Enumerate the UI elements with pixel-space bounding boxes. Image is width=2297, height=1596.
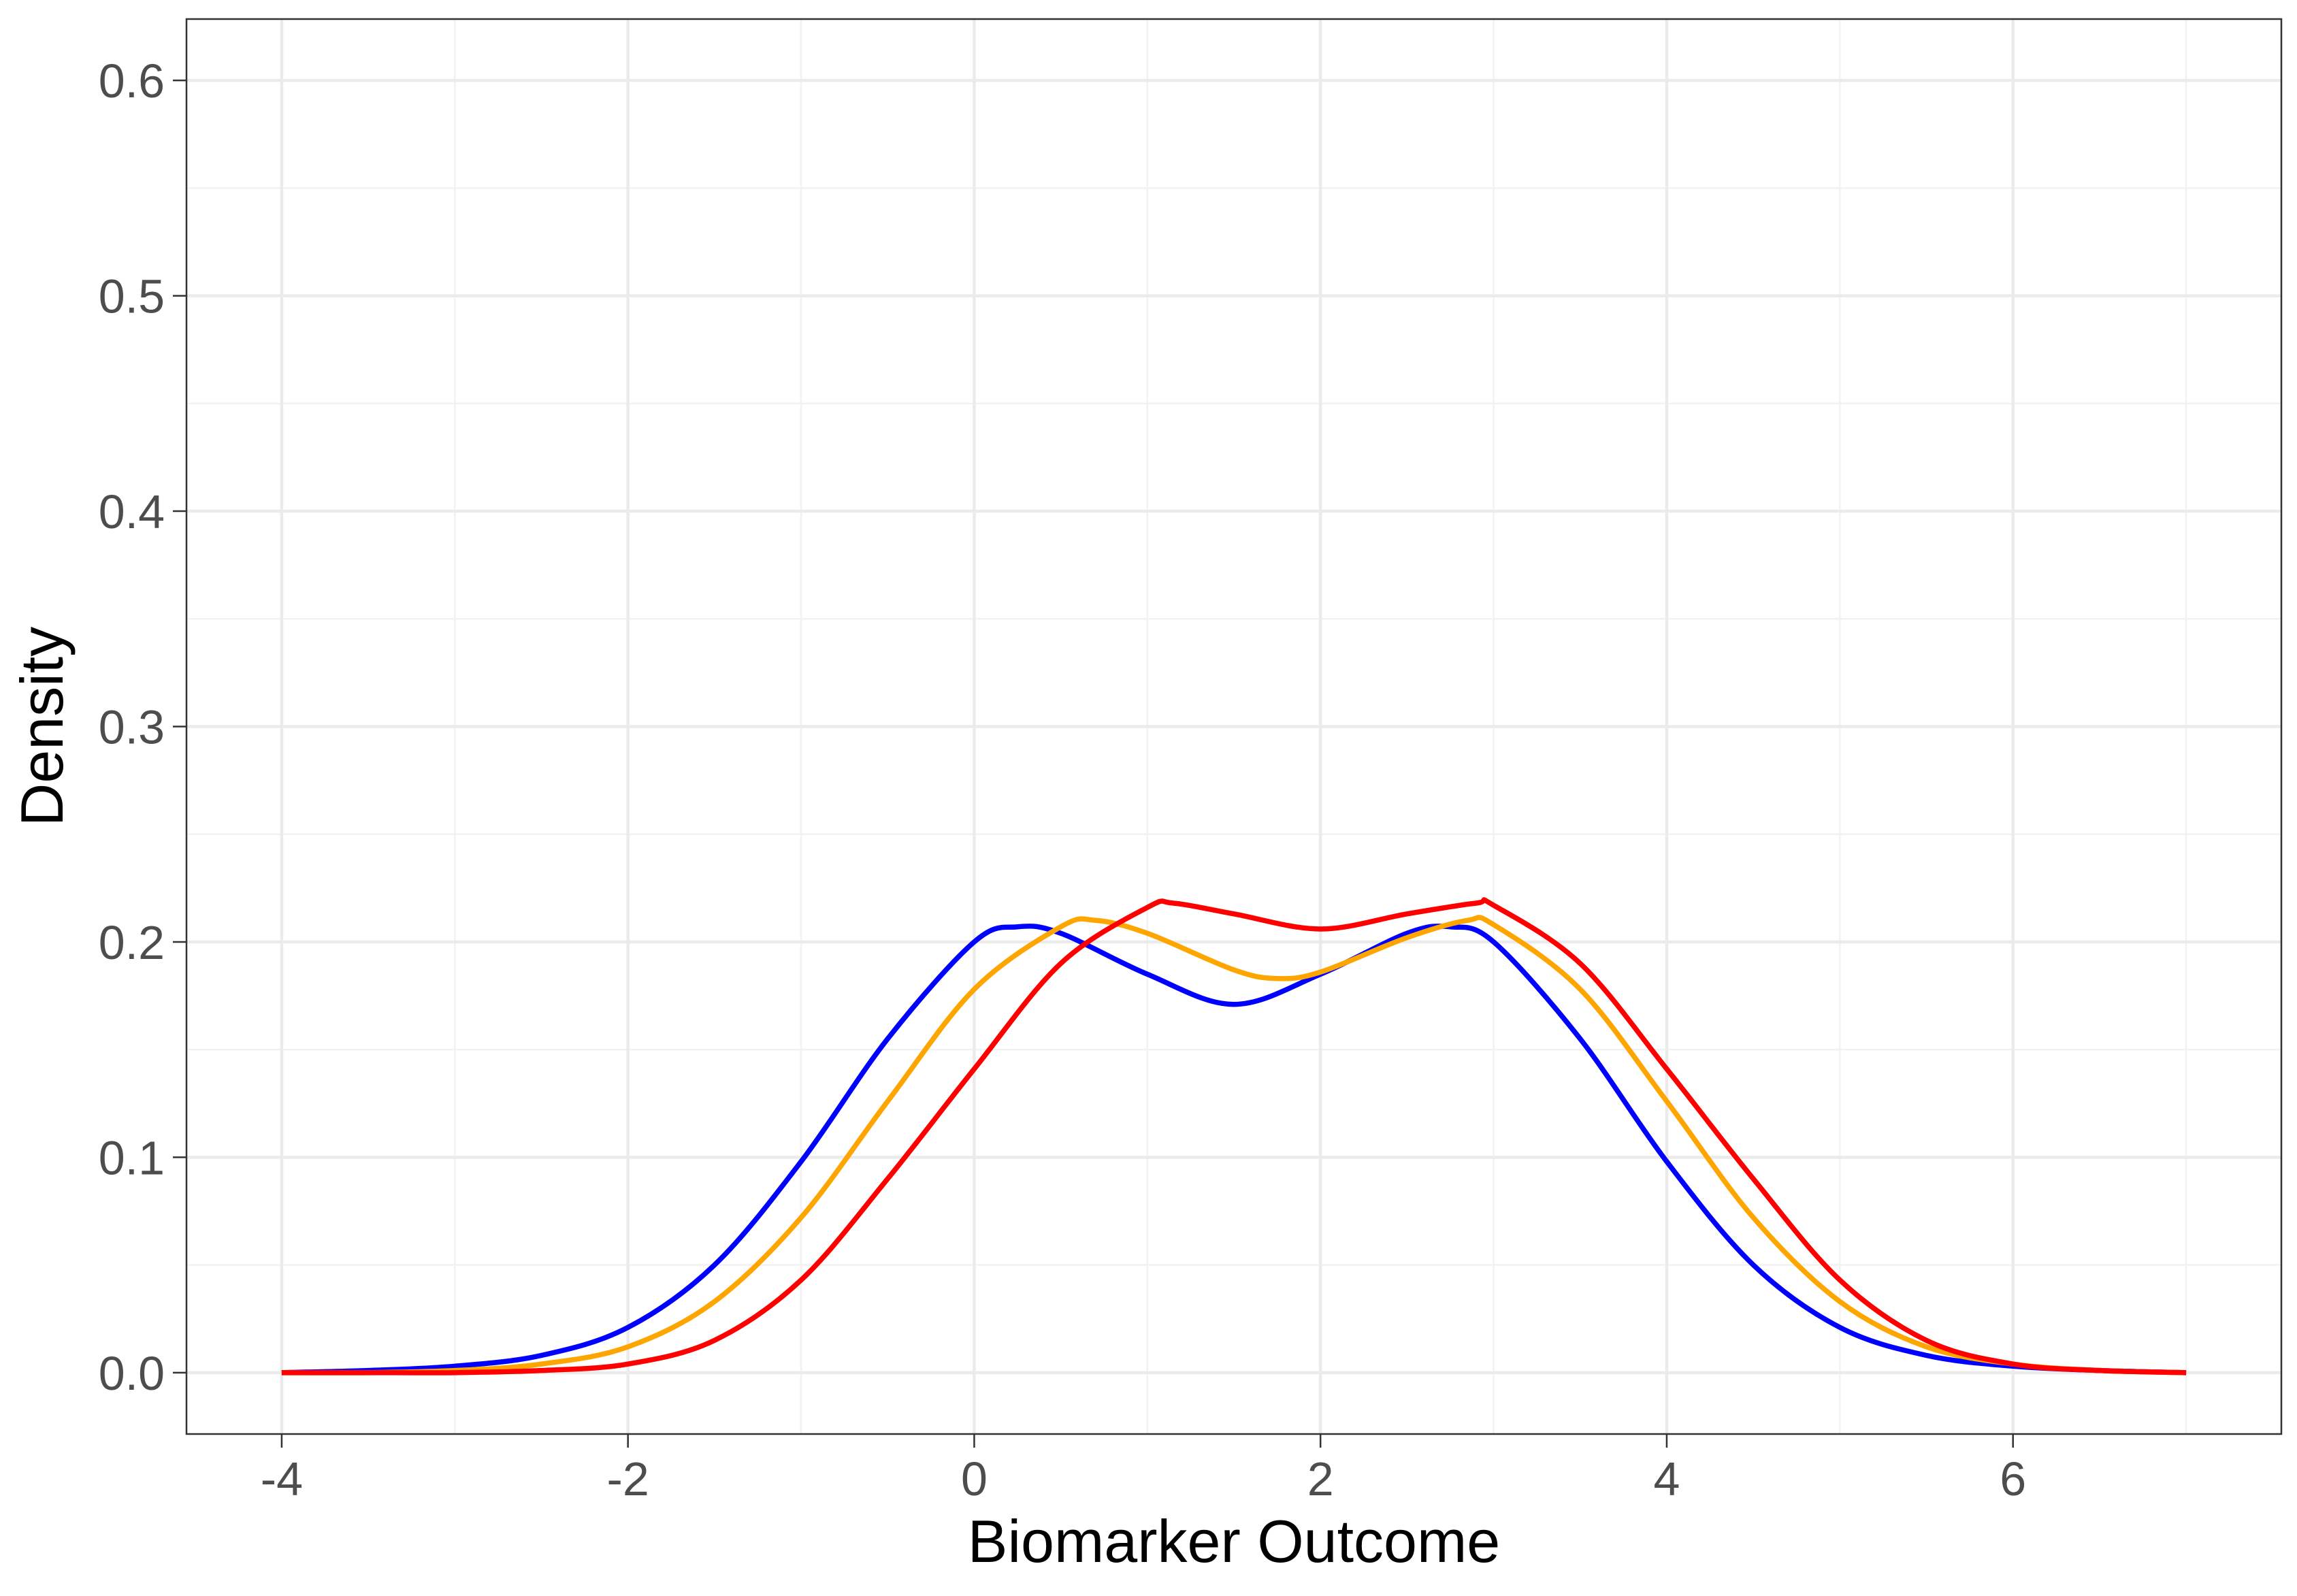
x-tick-label: -2 — [607, 1452, 649, 1505]
density-line-3 — [281, 897, 2187, 1375]
x-tick-label: 0 — [961, 1452, 988, 1505]
series-layer — [281, 897, 2187, 1375]
x-tick-label: 2 — [1307, 1452, 1334, 1505]
major-grid — [186, 19, 2281, 1434]
y-tick-label: 0.0 — [99, 1347, 165, 1400]
y-tick-label: 0.2 — [99, 916, 165, 969]
y-tick-label: 0.6 — [99, 54, 165, 108]
x-tick-label: -4 — [261, 1452, 303, 1505]
x-tick-label: 6 — [2000, 1452, 2026, 1505]
x-axis-title: Biomarker Outcome — [968, 1508, 1500, 1575]
y-tick-label: 0.1 — [99, 1131, 165, 1184]
y-tick-label: 0.4 — [99, 485, 165, 538]
y-tick-label: 0.3 — [99, 701, 165, 754]
y-axis-title: Density — [8, 627, 76, 826]
x-axis: -4 -2 0 2 4 6 — [261, 1434, 2026, 1505]
y-tick-label: 0.5 — [99, 270, 165, 323]
y-axis: 0.0 0.1 0.2 0.3 0.4 0.5 0.6 — [99, 54, 186, 1400]
density-line-2 — [281, 915, 2187, 1375]
density-line-1 — [281, 923, 2187, 1375]
x-tick-label: 4 — [1653, 1452, 1680, 1505]
